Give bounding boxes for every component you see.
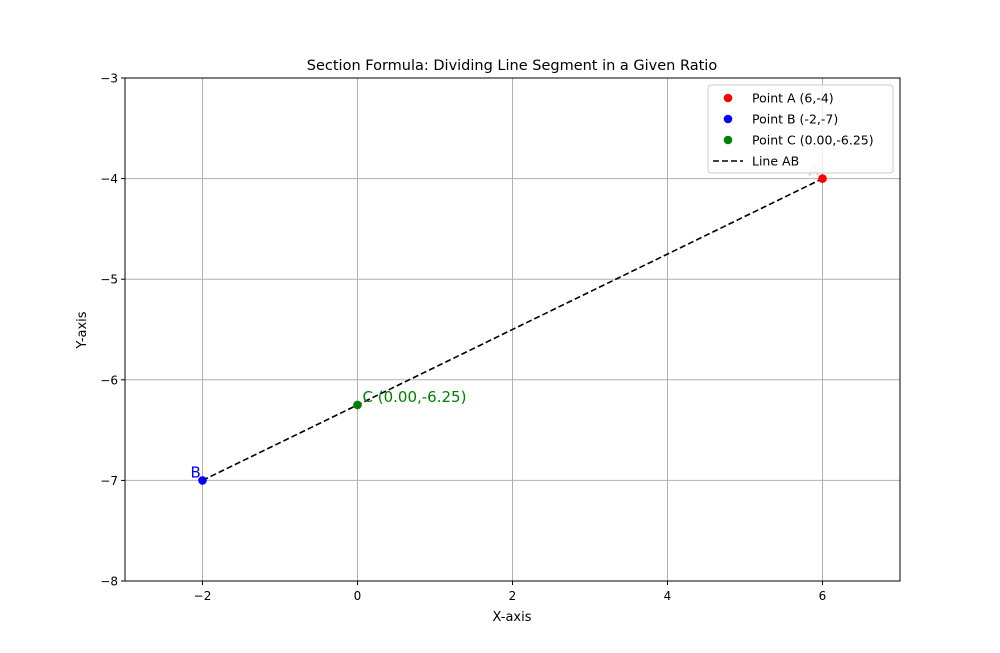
y-tick-label: −5 (100, 273, 118, 287)
x-tick-label: −2 (194, 589, 212, 603)
y-tick-label: −4 (100, 172, 118, 186)
x-tick-label: 2 (509, 589, 517, 603)
x-tick-label: 0 (354, 589, 362, 603)
legend-label: Point C (0.00,-6.25) (752, 133, 874, 148)
point-label-b: B (191, 463, 201, 481)
series-line (202, 177, 823, 482)
y-tick-label: −6 (100, 373, 118, 387)
point-c (353, 400, 362, 410)
legend-frame (707, 84, 894, 174)
line-ab (202, 177, 823, 482)
y-tick-label: −3 (100, 72, 118, 86)
legend-marker (723, 114, 733, 124)
y-axis-label: Y-axis (75, 311, 90, 349)
legend-marker (723, 93, 733, 103)
y-tick-label: −8 (100, 575, 118, 589)
x-axis-ticks: −2 0 2 4 6 (194, 581, 827, 603)
y-tick-label: −7 (100, 474, 118, 488)
legend: Point A (6,-4) Point B (-2,-7) Point C (0.… (707, 84, 894, 174)
legend-label: Line AB (752, 154, 799, 169)
y-axis-ticks: −8 −7 −6 −5 −4 −3 (100, 72, 125, 589)
point-labels: ABC (0.00,-6.25) (191, 162, 820, 482)
x-tick-label: 4 (664, 589, 672, 603)
legend-marker (723, 135, 733, 145)
point-b (198, 476, 207, 485)
legend-label: Point B (-2,-7) (752, 112, 838, 127)
point-a (818, 174, 827, 183)
point-label-c: C (0.00,-6.25) (363, 388, 467, 406)
legend-label: Point A (6,-4) (752, 91, 834, 106)
data-points (198, 174, 827, 485)
x-tick-label: 6 (819, 589, 827, 603)
grid (125, 78, 900, 581)
chart-title: Section Formula: Dividing Line Segment i… (307, 58, 718, 74)
x-axis-label: X-axis (493, 610, 532, 625)
